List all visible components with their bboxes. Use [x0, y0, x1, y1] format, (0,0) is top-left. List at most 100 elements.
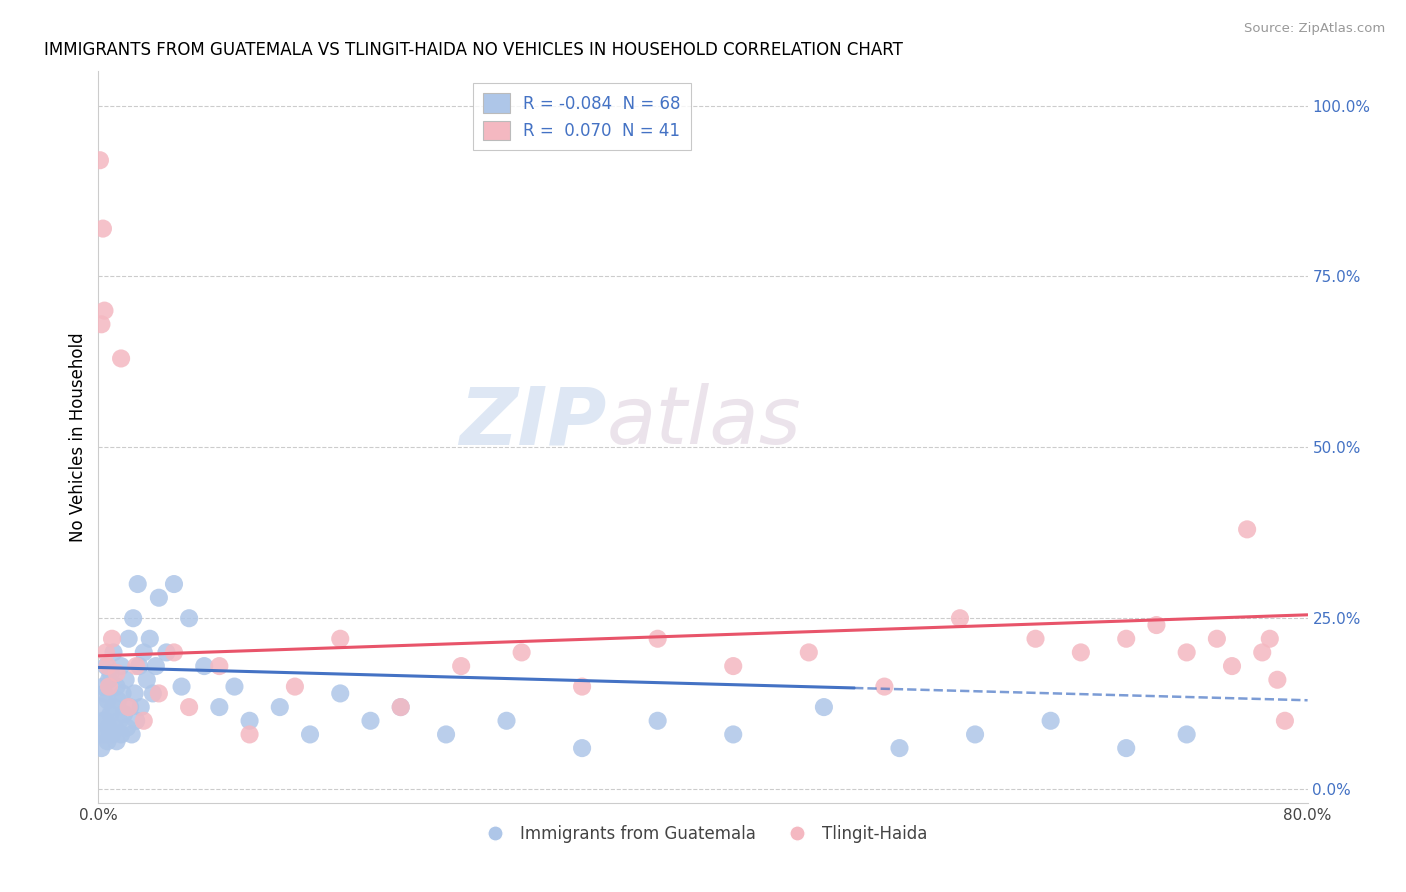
Point [1024, 632, 1046, 646]
Point [329, 632, 352, 646]
Point [110, 351, 132, 366]
Point [1039, 714, 1062, 728]
Point [1144, 618, 1167, 632]
Point [148, 591, 170, 605]
Point [142, 686, 165, 700]
Point [360, 714, 382, 728]
Point [450, 659, 472, 673]
Point [122, 611, 145, 625]
Point [90, 318, 112, 332]
Point [329, 686, 352, 700]
Point [129, 700, 152, 714]
Point [965, 727, 987, 741]
Point [1206, 632, 1229, 646]
Point [118, 632, 141, 646]
Point [96, 693, 118, 707]
Point [100, 706, 122, 721]
Point [389, 700, 412, 714]
Point [89, 153, 111, 168]
Point [93, 727, 115, 741]
Point [103, 645, 125, 659]
Point [208, 659, 231, 673]
Point [118, 700, 141, 714]
Point [389, 700, 412, 714]
Point [571, 680, 593, 694]
Point [571, 741, 593, 756]
Point [108, 714, 131, 728]
Point [103, 700, 125, 714]
Point [132, 714, 155, 728]
Point [510, 645, 533, 659]
Point [91, 714, 114, 728]
Point [179, 700, 201, 714]
Point [1274, 714, 1296, 728]
Point [90, 741, 112, 756]
Point [98, 721, 121, 735]
Point [93, 686, 115, 700]
Point [193, 659, 215, 673]
Point [647, 714, 669, 728]
Point [224, 680, 246, 694]
Point [100, 665, 122, 680]
Point [873, 680, 896, 694]
Point [105, 680, 128, 694]
Point [110, 659, 132, 673]
Y-axis label: No Vehicles in Household: No Vehicles in Household [69, 332, 87, 542]
Point [949, 611, 972, 625]
Point [239, 727, 262, 741]
Point [127, 577, 149, 591]
Point [125, 714, 148, 728]
Point [96, 734, 118, 748]
Legend: Immigrants from Guatemala, Tlingit-Haida: Immigrants from Guatemala, Tlingit-Haida [471, 818, 935, 849]
Point [1236, 522, 1258, 536]
Point [1175, 645, 1198, 659]
Point [170, 680, 193, 694]
Point [239, 714, 262, 728]
Point [723, 727, 745, 741]
Point [434, 727, 457, 741]
Point [124, 686, 146, 700]
Point [94, 645, 117, 659]
Point [1267, 673, 1289, 687]
Point [120, 700, 142, 714]
Point [96, 659, 118, 673]
Point [284, 680, 307, 694]
Point [163, 577, 186, 591]
Point [101, 632, 124, 646]
Point [110, 727, 132, 741]
Point [125, 659, 148, 673]
Point [1115, 741, 1137, 756]
Point [647, 632, 669, 646]
Point [179, 611, 201, 625]
Point [94, 714, 117, 728]
Point [94, 659, 117, 673]
Point [797, 645, 820, 659]
Text: atlas: atlas [606, 384, 801, 461]
Point [145, 659, 167, 673]
Point [813, 700, 835, 714]
Point [155, 645, 177, 659]
Text: Source: ZipAtlas.com: Source: ZipAtlas.com [1244, 22, 1385, 36]
Point [107, 693, 129, 707]
Point [98, 673, 121, 687]
Point [135, 673, 157, 687]
Point [105, 665, 128, 680]
Point [1175, 727, 1198, 741]
Point [104, 721, 127, 735]
Point [93, 303, 115, 318]
Point [208, 700, 231, 714]
Point [299, 727, 322, 741]
Point [132, 645, 155, 659]
Point [139, 632, 162, 646]
Point [495, 714, 517, 728]
Point [114, 673, 136, 687]
Point [112, 706, 135, 721]
Point [889, 741, 911, 756]
Point [1220, 659, 1243, 673]
Point [163, 645, 186, 659]
Point [90, 700, 112, 714]
Point [89, 727, 111, 741]
Point [115, 721, 138, 735]
Point [105, 734, 128, 748]
Point [148, 686, 170, 700]
